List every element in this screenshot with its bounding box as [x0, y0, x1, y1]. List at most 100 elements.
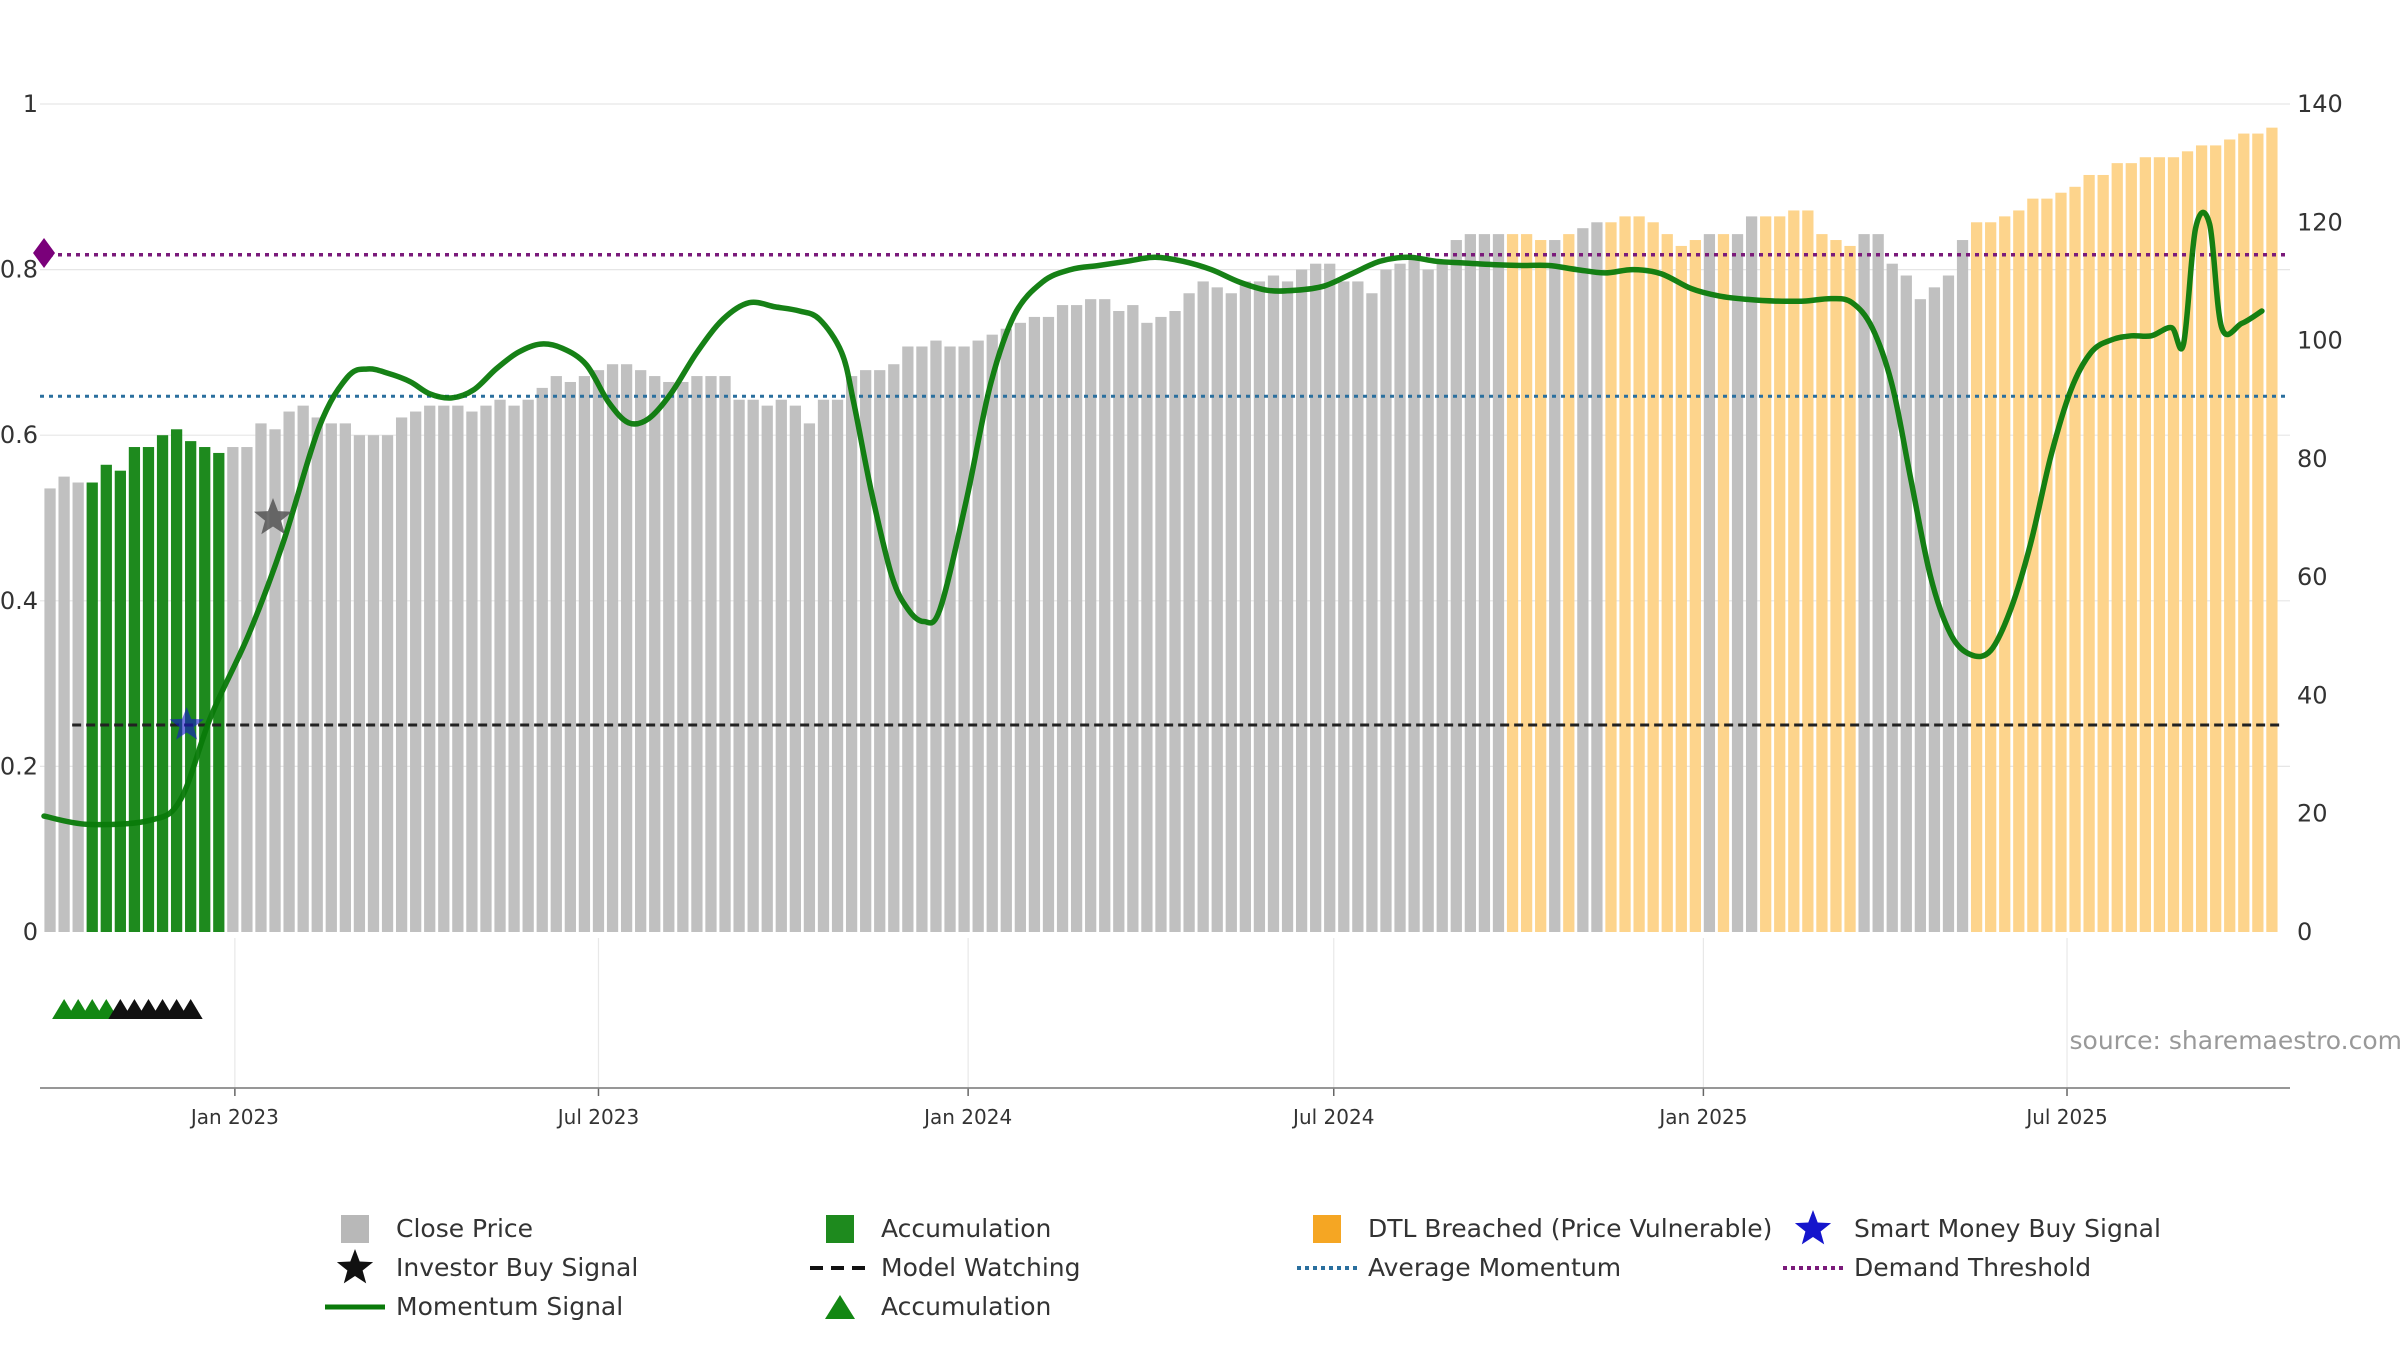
- close-price-bar: [508, 406, 519, 932]
- close-price-bar: [410, 412, 421, 932]
- close-price-bar: [2168, 157, 2179, 932]
- close-price-bar: [705, 376, 716, 932]
- close-price-bar: [58, 477, 69, 932]
- legend-label: Accumulation: [881, 1214, 1051, 1243]
- close-price-bar: [790, 406, 801, 932]
- close-price-bar: [1732, 234, 1743, 932]
- close-price-bar: [157, 435, 168, 932]
- close-price-bar: [846, 376, 857, 932]
- close-price-bar: [1704, 234, 1715, 932]
- close-price-bar: [1549, 240, 1560, 932]
- close-price-bar: [2224, 139, 2235, 932]
- close-price-bar: [2027, 199, 2038, 932]
- close-price-bar: [1971, 222, 1982, 932]
- close-price-bar: [1001, 329, 1012, 932]
- close-price-bar: [579, 376, 590, 932]
- close-price-bar: [804, 423, 815, 932]
- close-price-bar: [1240, 281, 1251, 932]
- close-price-bar: [438, 406, 449, 932]
- close-price-bar: [354, 435, 365, 932]
- close-price-bar: [340, 423, 351, 932]
- close-price-bar: [1521, 234, 1532, 932]
- close-price-bar: [2112, 163, 2123, 932]
- close-price-bar: [1605, 222, 1616, 932]
- right-axis-tick-label: 120: [2297, 208, 2343, 236]
- close-price-bar: [1408, 258, 1419, 932]
- close-price-bar: [227, 447, 238, 932]
- close-price-bar: [1099, 299, 1110, 932]
- close-price-bar: [1057, 305, 1068, 932]
- close-price-bar: [1648, 222, 1659, 932]
- close-price-bar: [396, 417, 407, 932]
- close-price-bar: [1352, 281, 1363, 932]
- close-price-bar: [87, 483, 98, 932]
- close-price-bar: [1858, 234, 1869, 932]
- left-axis-tick-label: 0.4: [0, 587, 38, 615]
- legend-swatch: [1313, 1215, 1341, 1243]
- close-price-bar: [1915, 299, 1926, 932]
- close-price-bar: [537, 388, 548, 932]
- right-axis-tick-label: 0: [2297, 918, 2312, 946]
- close-price-bar: [902, 346, 913, 932]
- close-price-bar: [958, 346, 969, 932]
- close-price-bar: [368, 435, 379, 932]
- close-price-bar: [1169, 311, 1180, 932]
- close-price-bar: [424, 406, 435, 932]
- legend-label: Investor Buy Signal: [396, 1253, 638, 1282]
- close-price-bar: [1676, 246, 1687, 932]
- close-price-bar: [1198, 281, 1209, 932]
- close-price-bar: [1957, 240, 1968, 932]
- close-price-bar: [2140, 157, 2151, 932]
- close-price-bar: [523, 400, 534, 932]
- close-price-bar: [1380, 270, 1391, 932]
- close-price-bar: [1802, 210, 1813, 932]
- close-price-bar: [691, 376, 702, 932]
- close-price-bar: [1746, 216, 1757, 932]
- close-price-bar: [171, 429, 182, 932]
- x-axis-tick-label: Jan 2023: [189, 1105, 279, 1129]
- close-price-bar: [283, 412, 294, 932]
- legend-label: Momentum Signal: [396, 1292, 623, 1321]
- close-price-bar: [1437, 264, 1448, 932]
- close-price-bar: [2098, 175, 2109, 932]
- close-price-bar: [2041, 199, 2052, 932]
- legend-label: Demand Threshold: [1854, 1253, 2091, 1282]
- legend-star: [1795, 1210, 1831, 1244]
- close-price-bar: [199, 447, 210, 932]
- legend-label: Close Price: [396, 1214, 533, 1243]
- close-price-bar: [762, 406, 773, 932]
- close-price-bar: [593, 370, 604, 932]
- close-price-bar: [466, 412, 477, 932]
- close-price-bar: [1366, 293, 1377, 932]
- close-price-bar: [1943, 276, 1954, 932]
- close-price-bar: [494, 400, 505, 932]
- legend-label: Smart Money Buy Signal: [1854, 1214, 2161, 1243]
- close-price-bar: [1029, 317, 1040, 932]
- legend-label: DTL Breached (Price Vulnerable): [1368, 1214, 1772, 1243]
- close-price-bar: [241, 447, 252, 932]
- close-price-bar: [1071, 305, 1082, 932]
- close-price-bar: [326, 423, 337, 932]
- close-price-bar: [1493, 234, 1504, 932]
- close-price-bar: [452, 406, 463, 932]
- close-price-bar: [832, 400, 843, 932]
- close-price-bar: [129, 447, 140, 932]
- close-price-bar: [1985, 222, 1996, 932]
- close-price-bar: [748, 400, 759, 932]
- close-price-bar: [1310, 264, 1321, 932]
- close-price-bar: [143, 447, 154, 932]
- close-price-bar: [2154, 157, 2165, 932]
- legend-swatch: [341, 1215, 369, 1243]
- legend-star: [337, 1249, 373, 1283]
- close-price-bar: [1268, 276, 1279, 932]
- close-price-bar: [115, 471, 126, 932]
- close-price-bar: [1451, 240, 1462, 932]
- x-axis-tick-label: Jan 2024: [922, 1105, 1012, 1129]
- close-price-bar: [1830, 240, 1841, 932]
- close-price-bar: [916, 346, 927, 932]
- legend-label: Average Momentum: [1368, 1253, 1621, 1282]
- close-price-bar: [1662, 234, 1673, 932]
- close-price-bar: [185, 441, 196, 932]
- close-price-bar: [776, 400, 787, 932]
- close-price-bar: [1113, 311, 1124, 932]
